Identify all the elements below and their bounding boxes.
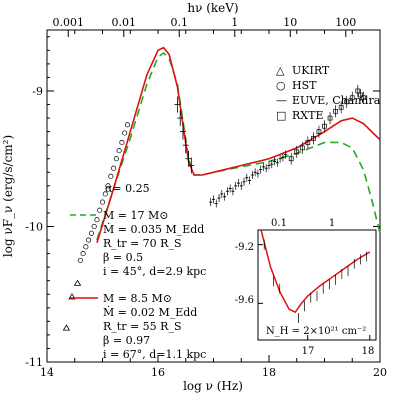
hst-point <box>88 230 94 236</box>
green-model-params: M = 17 M⊙ Ṁ = 0.035 M_Edd R_tr = 70 R_S … <box>70 209 206 278</box>
inset-frame <box>257 229 377 341</box>
legend-label-euve: EUVE, Chandra <box>292 94 381 107</box>
hst-point <box>102 191 108 197</box>
y-tick-label: -9 <box>32 85 43 98</box>
hst-point <box>83 244 89 250</box>
inset-x-tick-0: 17 <box>302 346 315 357</box>
hst-point <box>80 251 86 257</box>
x-tick-label: 18 <box>262 366 276 379</box>
x-tick-label: 20 <box>373 366 387 379</box>
hst-point <box>124 122 131 128</box>
green-param-mass: M = 17 M⊙ <box>103 209 168 222</box>
alpha-label: α= 0.25 <box>105 182 150 195</box>
green-param-rtr: R_tr = 70 R_S <box>103 237 181 250</box>
y-axis-title: log νF_ν (erg/s/cm²) <box>1 135 15 257</box>
rxte-point <box>355 88 361 94</box>
red-param-incl: i = 67°, d=1.1 kpc <box>103 348 206 361</box>
legend-label-hst: HST <box>292 79 317 92</box>
hst-point <box>97 207 103 213</box>
inset-top-tick-1: 1 <box>329 218 335 229</box>
inset-ticks <box>258 244 371 340</box>
red-param-rtr: R_tr = 55 R_S <box>103 320 181 333</box>
hst-point <box>122 130 128 136</box>
x-tick-label: 16 <box>151 366 165 379</box>
top-tick-label: 100 <box>335 16 356 29</box>
rxte-point <box>316 129 322 134</box>
inset-content <box>260 229 371 323</box>
top-tick-label: 1 <box>231 16 238 29</box>
hst-point <box>108 173 114 179</box>
rxte-point <box>349 95 355 101</box>
green-param-beta: β = 0.5 <box>103 251 143 264</box>
rxte-point <box>322 123 327 129</box>
inset-nh-label: N_H = 2×10²¹ cm⁻² <box>266 326 366 337</box>
main-ticks: 14 16 18 20 -11 -10 -9 0.001 0.01 0.1 1 10 100 <box>25 16 387 379</box>
rxte-point <box>344 99 350 105</box>
inset-red-model <box>260 229 371 314</box>
rxte-point <box>305 140 311 145</box>
legend-symbol-rxte: □ <box>276 109 286 122</box>
rxte-point <box>333 108 338 114</box>
hst-point <box>94 217 100 223</box>
inset-y-tick-0: -9.2 <box>235 242 254 253</box>
top-tick-label: 0.1 <box>171 16 189 29</box>
top-axis-title: hν (keV) <box>187 1 238 15</box>
legend-label-rxte: RXTE <box>292 109 323 122</box>
top-tick-label: 0.001 <box>53 16 85 29</box>
hst-point <box>111 165 117 171</box>
y-tick-label: -11 <box>25 356 43 369</box>
rxte-point <box>311 136 316 141</box>
rxte-point <box>327 115 333 121</box>
red-param-beta: β = 0.97 <box>103 334 150 347</box>
y-tick-label: -10 <box>25 220 43 233</box>
model-curves <box>96 46 381 243</box>
inset-panel: 0.1 1 -9.2 -9.6 17 18 N_H = 2×10²¹ cm⁻² <box>235 218 377 357</box>
ukirt-point <box>62 324 71 331</box>
inset-x-tick-1: 18 <box>362 346 375 357</box>
x-tick-label: 14 <box>40 366 54 379</box>
top-tick-label: 10 <box>283 16 297 29</box>
hst-point <box>105 183 111 189</box>
rxte-point <box>358 92 363 98</box>
rxte-point <box>299 145 305 151</box>
red-model-curve <box>96 46 381 243</box>
red-param-mdot: Ṁ = 0.02 M_Edd <box>103 305 197 319</box>
rxte-point <box>338 104 344 110</box>
hst-point <box>116 148 122 154</box>
legend-symbol-ukirt: △ <box>276 64 285 77</box>
green-param-incl: i = 45°, d=2.9 kpc <box>103 265 206 278</box>
rxte-point <box>361 95 366 101</box>
ukirt-point <box>68 293 76 300</box>
legend: △ UKIRT ○ HST — EUVE, Chandra □ RXTE <box>276 64 381 122</box>
x-axis-title: log ν (Hz) <box>183 379 243 393</box>
top-tick-label: 0.01 <box>112 16 137 29</box>
hst-point <box>113 156 119 162</box>
hst-point <box>77 257 83 263</box>
legend-symbol-euve: — <box>276 94 287 107</box>
hst-point <box>86 237 92 243</box>
red-model-params: M = 8.5 M⊙ Ṁ = 0.02 M_Edd R_tr = 55 R_S … <box>70 292 206 361</box>
red-param-mass: M = 8.5 M⊙ <box>103 292 172 305</box>
legend-symbol-hst: ○ <box>276 79 286 92</box>
green-param-mdot: Ṁ = 0.035 M_Edd <box>103 222 204 236</box>
hst-point <box>91 223 97 230</box>
rxte-point <box>294 149 300 155</box>
hst-point <box>119 139 125 146</box>
hst-point <box>99 199 106 205</box>
legend-label-ukirt: UKIRT <box>292 64 330 77</box>
inset-top-tick-0: 0.1 <box>271 218 287 229</box>
data-points <box>62 84 366 331</box>
ukirt-point <box>73 279 82 286</box>
inset-y-tick-1: -9.6 <box>235 295 254 306</box>
rxte-point <box>288 156 294 162</box>
